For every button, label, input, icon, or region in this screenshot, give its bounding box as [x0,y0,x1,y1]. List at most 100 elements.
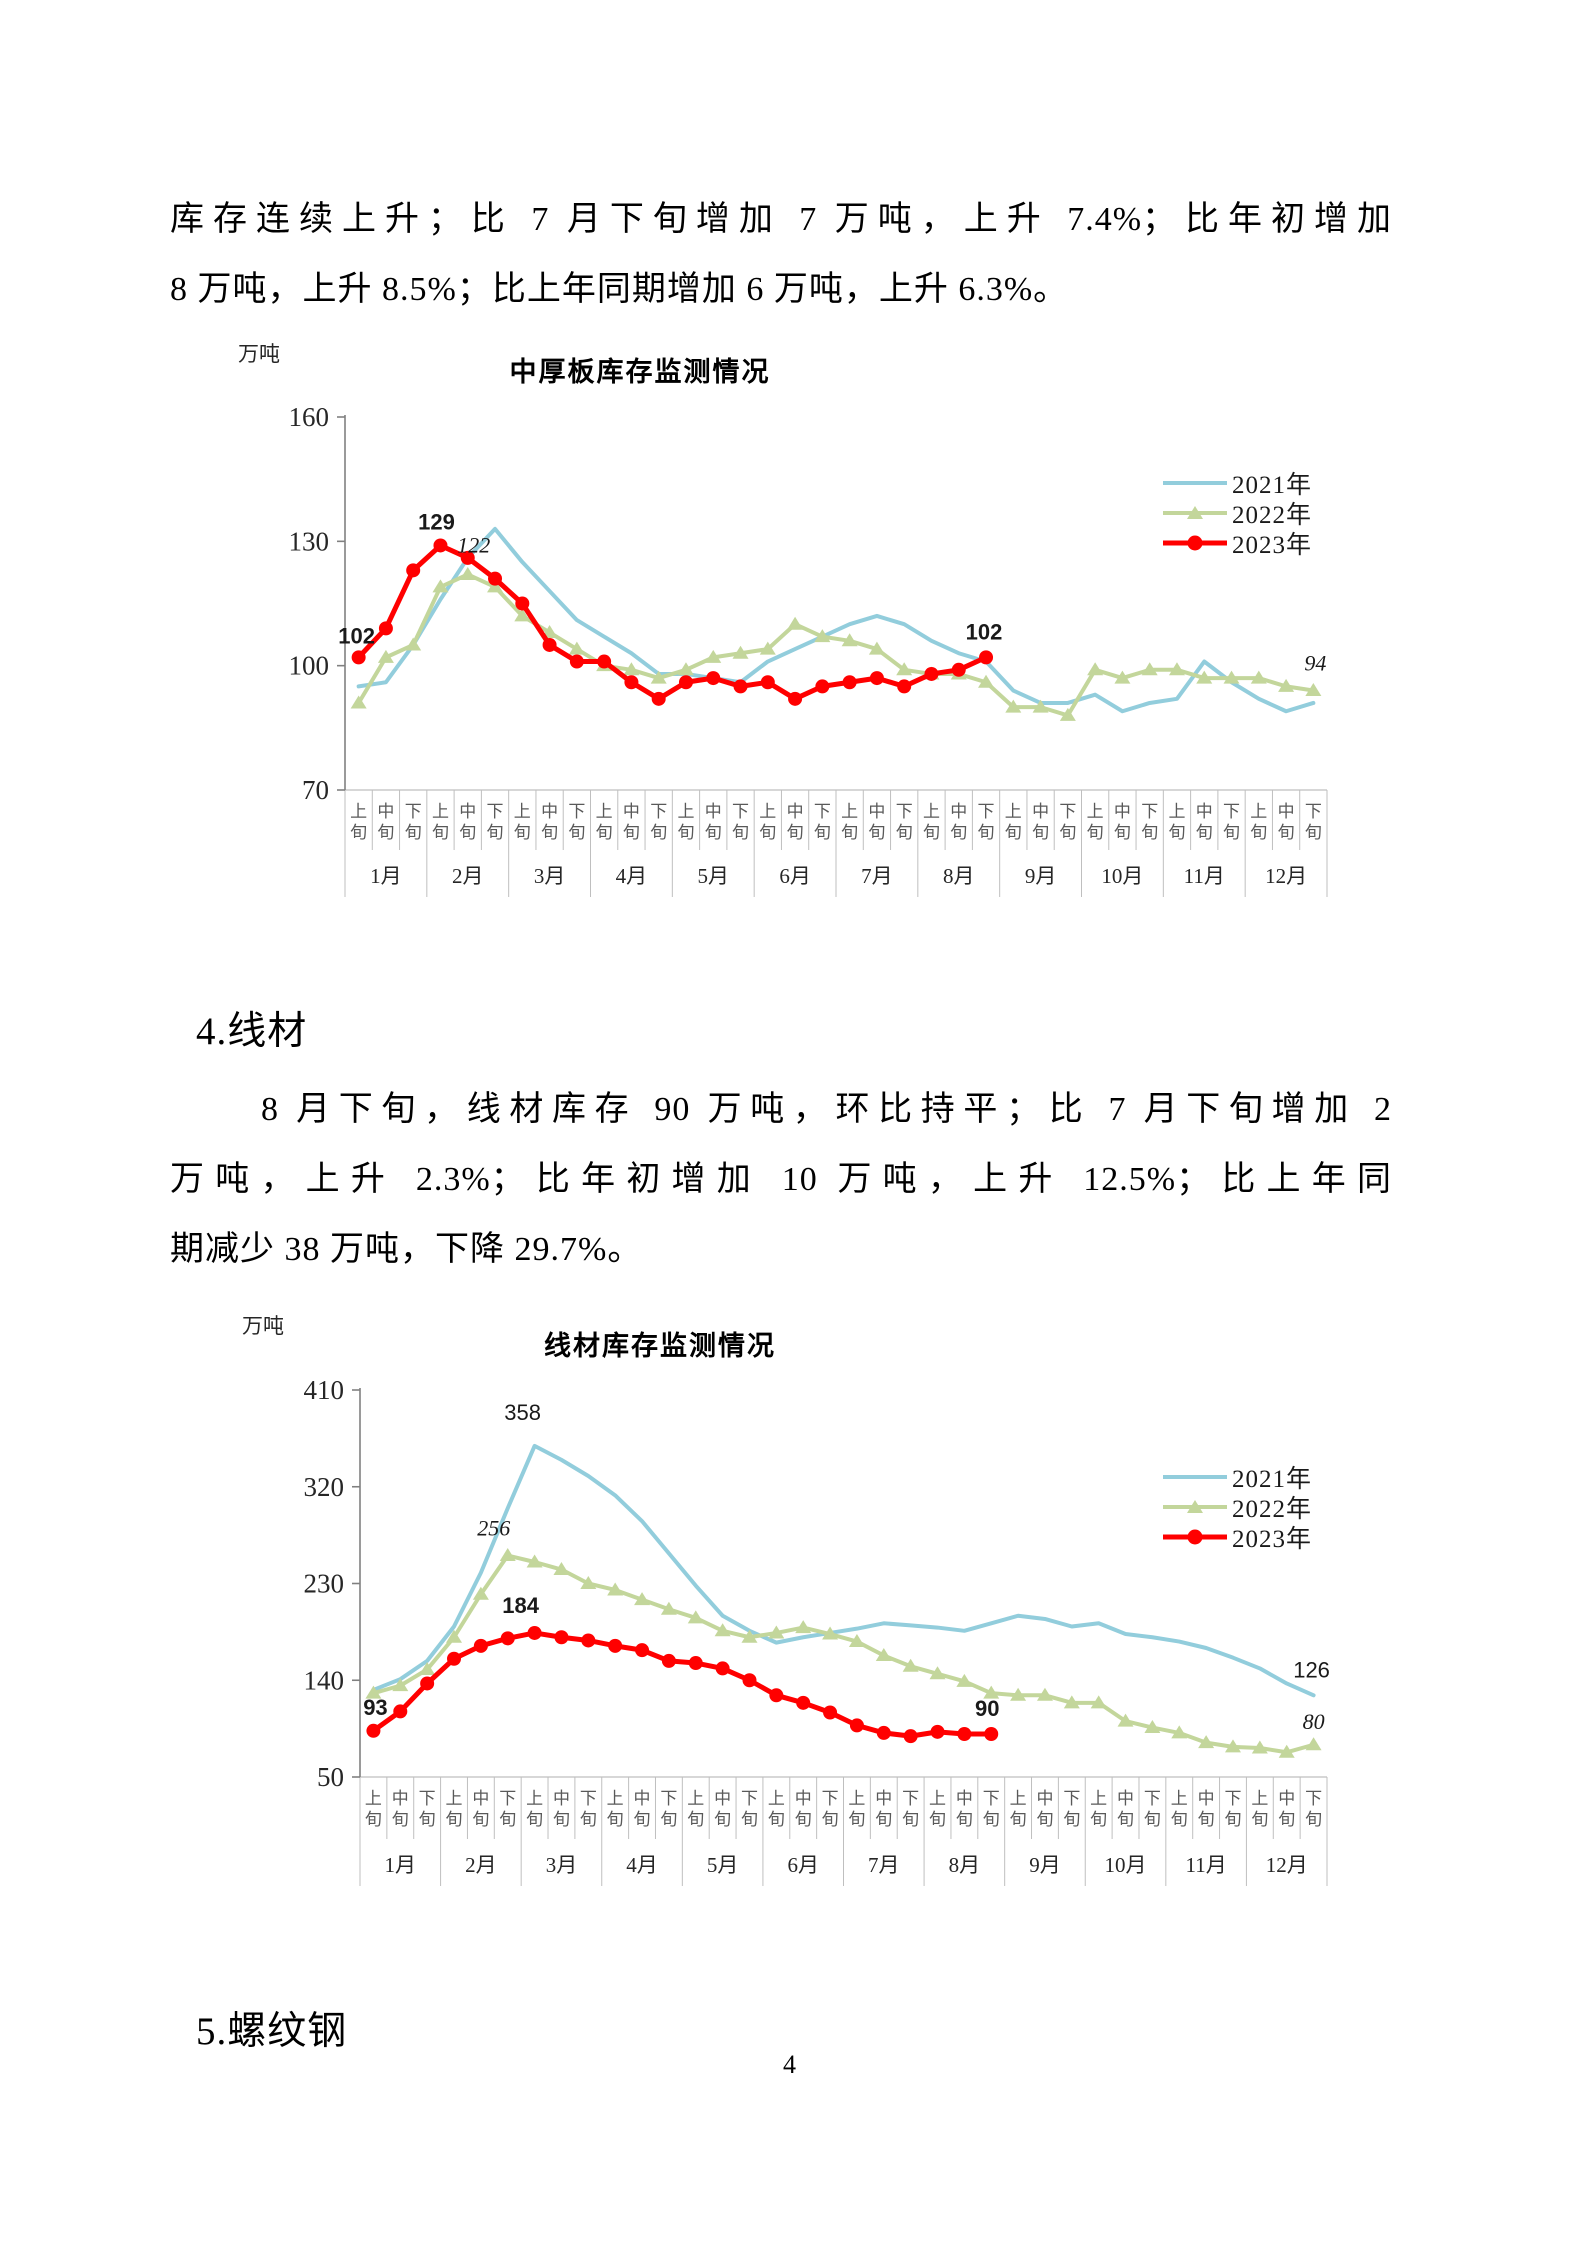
svg-text:中: 中 [634,1789,651,1808]
paragraph-wire-rod: 8 月下旬，线材库存 90 万吨，环比持平；比 7 月下旬增加 2 万吨，上升 … [170,1075,1392,1285]
svg-text:上: 上 [1090,1789,1107,1808]
svg-text:11月: 11月 [1184,864,1225,888]
svg-text:旬: 旬 [1198,1810,1215,1829]
svg-text:旬: 旬 [1059,823,1076,842]
svg-text:8月: 8月 [943,864,975,888]
svg-text:中: 中 [472,1789,489,1808]
triangle-marker [1144,1720,1161,1734]
svg-text:中: 中 [377,802,394,821]
circle-marker [635,1643,650,1658]
svg-text:2月: 2月 [465,1853,497,1877]
svg-text:10月: 10月 [1101,864,1143,888]
chart1-canvas: 上旬中旬下旬上旬中旬下旬上旬中旬下旬上旬中旬下旬上旬中旬下旬上旬中旬下旬上旬中旬… [289,402,1328,897]
svg-text:320: 320 [304,1472,345,1502]
triangle-marker [634,1592,651,1606]
svg-text:旬: 旬 [446,1810,463,1829]
svg-text:上: 上 [596,802,613,821]
legend-label: 2023年 [1232,1525,1313,1553]
svg-text:上: 上 [446,1789,463,1808]
svg-text:下: 下 [1223,802,1240,821]
svg-text:上: 上 [923,802,940,821]
triangle-marker [929,1666,946,1680]
svg-text:下: 下 [1224,1789,1241,1808]
svg-text:上: 上 [768,1789,785,1808]
triangle-marker [1224,1739,1241,1753]
series-2021年 [356,526,1316,714]
circle-marker [733,679,748,694]
page-number: 4 [783,2050,796,2079]
triangle-marker [868,641,885,655]
triangle-marker [1278,1744,1295,1758]
svg-text:旬: 旬 [634,1810,651,1829]
triangle-marker [1090,1695,1107,1709]
svg-text:下: 下 [978,802,995,821]
legend-item-2022年: 2022年 [1162,500,1312,529]
svg-text:7月: 7月 [861,864,893,888]
svg-text:中: 中 [392,1789,409,1808]
svg-text:旬: 旬 [432,823,449,842]
svg-text:中: 中 [868,802,885,821]
svg-text:上: 上 [1010,1789,1027,1808]
svg-text:旬: 旬 [1087,823,1104,842]
chart2-canvas: 上旬中旬下旬上旬中旬下旬上旬中旬下旬上旬中旬下旬上旬中旬下旬上旬中旬下旬上旬中旬… [304,1375,1330,1886]
svg-text:下: 下 [1305,1789,1322,1808]
data-label: 93 [363,1695,387,1720]
svg-text:230: 230 [304,1569,345,1599]
svg-text:中: 中 [459,802,476,821]
data-label: 90 [975,1696,999,1721]
data-label: 256 [477,1516,510,1541]
svg-text:旬: 旬 [1251,1810,1268,1829]
svg-text:旬: 旬 [1196,823,1213,842]
svg-text:9月: 9月 [1029,1853,1061,1877]
triangle-marker [841,633,858,647]
triangle-marker [1117,1713,1134,1727]
svg-text:旬: 旬 [1305,823,1322,842]
circle-marker [651,691,666,706]
svg-text:中: 中 [1278,1789,1295,1808]
circle-marker [924,666,939,681]
legend-item-2021年: 2021年 [1162,1464,1312,1493]
svg-text:旬: 旬 [1010,1810,1027,1829]
y-axis: 410 320 230 140 50 [304,1375,361,1792]
svg-text:下: 下 [499,1789,516,1808]
svg-text:1月: 1月 [385,1853,417,1877]
triangle-marker [795,1620,812,1634]
svg-text:旬: 旬 [1144,1810,1161,1829]
svg-text:旬: 旬 [902,1810,919,1829]
triangle-marker [848,1634,865,1648]
svg-text:中: 中 [1278,802,1295,821]
series-line [356,572,1316,718]
triangle-marker [814,629,831,643]
triangle-marker [1036,1687,1053,1701]
svg-text:下: 下 [822,1789,839,1808]
svg-text:10月: 10月 [1105,1853,1147,1877]
svg-text:旬: 旬 [1114,823,1131,842]
svg-text:中: 中 [541,802,558,821]
svg-text:50: 50 [317,1762,344,1792]
circle-marker [869,671,884,686]
circle-marker [678,675,693,690]
svg-text:旬: 旬 [1224,1810,1241,1829]
section-heading-wire-rod: 4.线材 [196,1010,308,1053]
svg-text:上: 上 [365,1789,382,1808]
svg-text:100: 100 [289,651,330,681]
circle-marker [979,650,994,665]
paragraph-line: 期减少 38 万吨，下降 29.7%。 [170,1231,643,1268]
triangle-marker [1278,678,1295,692]
circle-marker [420,1676,435,1691]
svg-text:5月: 5月 [698,864,730,888]
triangle-marker [419,1662,436,1675]
svg-text:下: 下 [1305,802,1322,821]
svg-text:旬: 旬 [596,823,613,842]
circle-marker [788,691,803,706]
series-2021年 [371,1443,1316,1698]
svg-text:旬: 旬 [1117,1810,1134,1829]
svg-text:160: 160 [289,402,330,432]
triangle-marker [732,645,749,659]
svg-text:旬: 旬 [660,1810,677,1829]
svg-text:旬: 旬 [1168,823,1185,842]
circle-marker [624,675,639,690]
triangle-marker [446,1629,463,1643]
svg-text:上: 上 [848,1789,865,1808]
svg-text:中: 中 [714,1789,731,1808]
